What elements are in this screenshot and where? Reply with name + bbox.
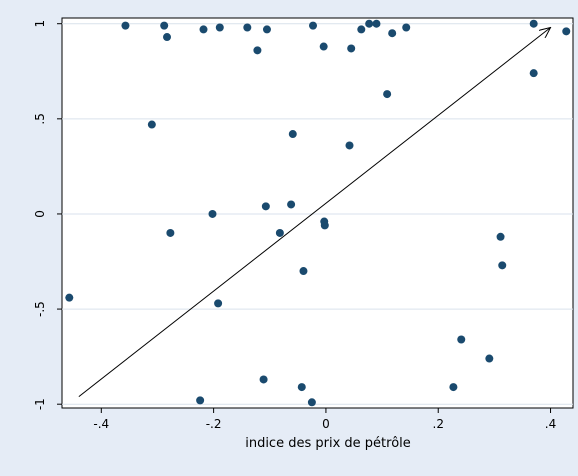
data-point	[496, 232, 505, 241]
data-point	[199, 25, 208, 34]
x-tick-label: .4	[545, 417, 556, 431]
data-point	[299, 267, 308, 276]
data-point	[166, 228, 175, 237]
x-tick-label: -.4	[93, 417, 109, 431]
data-point	[160, 21, 169, 30]
y-tick-label: -1	[33, 398, 47, 410]
data-point	[347, 44, 356, 53]
trend-arrow-layer	[78, 28, 551, 397]
data-point	[275, 228, 284, 237]
data-point	[372, 19, 381, 28]
data-point	[196, 396, 205, 405]
data-point	[345, 141, 354, 150]
data-point	[307, 398, 316, 407]
data-point	[529, 69, 538, 78]
data-point	[243, 23, 252, 32]
data-point	[357, 25, 366, 34]
points-layer	[65, 19, 571, 407]
data-point	[253, 46, 262, 55]
data-point	[259, 375, 268, 384]
data-point	[261, 202, 270, 211]
data-point	[163, 33, 172, 42]
x-tick-label: .2	[433, 417, 444, 431]
data-point	[457, 335, 466, 344]
data-point	[297, 383, 306, 392]
data-point	[287, 200, 296, 209]
data-point	[529, 19, 538, 28]
y-tick-label: .5	[33, 113, 47, 124]
data-point	[208, 209, 217, 218]
data-point	[309, 21, 318, 30]
y-tick-label: 1	[33, 20, 47, 28]
y-tick-label: -.5	[33, 301, 47, 317]
data-point	[65, 293, 74, 302]
data-point	[485, 354, 494, 363]
data-point	[319, 42, 328, 51]
data-point	[498, 261, 507, 270]
data-point	[288, 130, 297, 139]
y-tick-label: 0	[33, 210, 47, 218]
data-point	[320, 221, 329, 230]
data-point	[383, 90, 392, 99]
trend-arrow	[78, 28, 551, 397]
data-point	[215, 23, 224, 32]
data-point	[147, 120, 156, 129]
data-point	[121, 21, 130, 30]
data-point	[402, 23, 411, 32]
x-axis-label: indice des prix de pétrôle	[245, 436, 411, 451]
data-point	[388, 29, 397, 38]
data-point	[214, 299, 223, 308]
data-point	[365, 19, 374, 28]
grid-layer	[62, 23, 573, 405]
ticks-layer: -1 -.5 0 .5 1 -.4 -.2 0 .2 .4	[33, 20, 556, 431]
data-point	[562, 27, 571, 36]
x-tick-label: -.2	[206, 417, 222, 431]
x-tick-label: 0	[322, 417, 330, 431]
data-point	[449, 383, 458, 392]
data-point	[262, 25, 271, 34]
